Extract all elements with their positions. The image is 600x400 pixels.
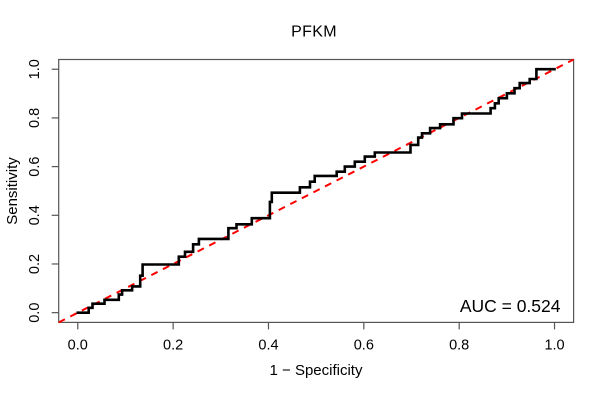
x-axis-tick-label: 1.0 [544, 337, 564, 353]
axis-ticks [51, 68, 556, 330]
y-axis-tick-label: 0.6 [27, 157, 43, 177]
y-axis-tick-label: 0.8 [27, 108, 43, 128]
y-axis-tick-label: 0.0 [27, 303, 43, 323]
y-axis-tick-label: 1.0 [27, 59, 43, 79]
auc-annotation: AUC = 0.524 [460, 296, 561, 316]
axis-tick-labels: 0.0 0.2 0.4 0.6 0.8 1.0 0.0 0.2 0.4 0.6 0.8 1.0 [27, 59, 565, 353]
x-axis-tick-label: 0.0 [68, 337, 88, 353]
chance-diagonal-line [58, 58, 575, 324]
x-axis-label: 1 − Specificity [270, 362, 363, 379]
y-axis-tick-label: 0.2 [27, 254, 43, 274]
x-axis-tick-label: 0.2 [163, 337, 183, 353]
x-axis-tick-label: 0.6 [354, 337, 374, 353]
plot-box-border [58, 58, 575, 323]
chart-title: PFKM [291, 24, 337, 41]
x-axis-tick-label: 0.8 [449, 337, 469, 353]
roc-curve [76, 67, 556, 314]
x-axis-tick-label: 0.4 [258, 337, 278, 353]
y-axis-label: Sensitivity [4, 157, 21, 225]
y-axis-tick-label: 0.4 [27, 205, 43, 225]
